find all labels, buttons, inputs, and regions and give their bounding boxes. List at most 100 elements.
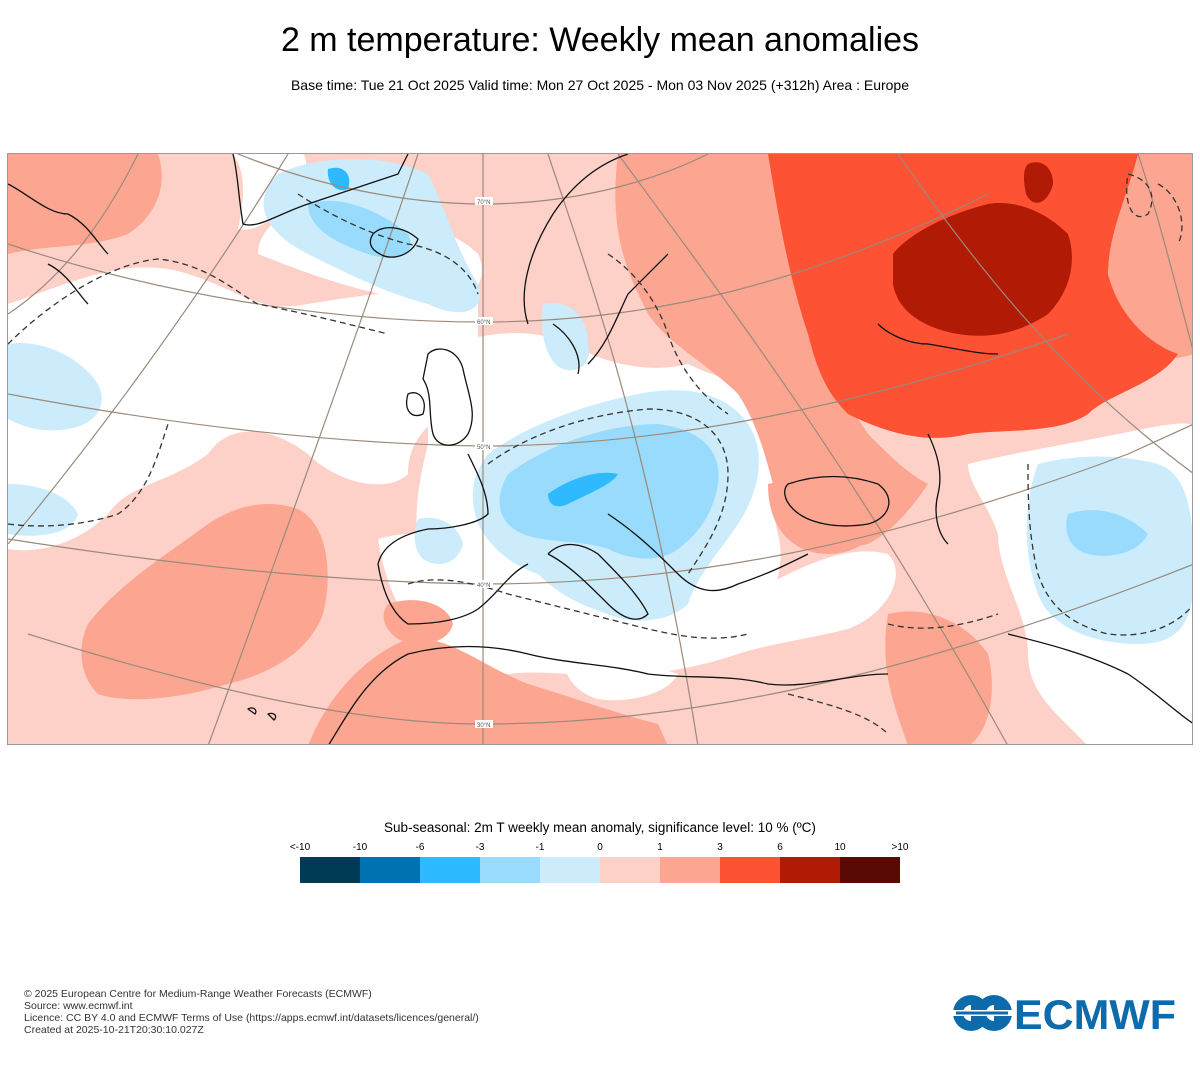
- chart-title: 2 m temperature: Weekly mean anomalies: [280, 21, 920, 59]
- signif-mediterranean: [407, 579, 749, 639]
- coastlines: [8, 154, 1192, 744]
- legend-swatch: [600, 857, 660, 883]
- legend-label: -1: [535, 842, 545, 853]
- coast-caspian: [927, 433, 949, 545]
- signif-caspian: [1027, 463, 1192, 636]
- colder-caspian: [1066, 510, 1148, 556]
- legend-colorbar: [300, 857, 900, 883]
- signif-central-europe: [487, 408, 729, 575]
- signif-east-edge: [1126, 173, 1183, 245]
- legend-label: >10: [891, 842, 909, 853]
- legend-label: 10: [834, 842, 846, 853]
- hottest-north: [1023, 162, 1053, 203]
- coast-scandinavia: [523, 154, 669, 375]
- parallel-30n: [27, 564, 1192, 725]
- map-canvas: 70°N 60°N 50°N 40°N 30°N: [8, 154, 1192, 744]
- coast-north-africa: [328, 645, 889, 744]
- legend-swatch: [720, 857, 780, 883]
- credit-created: Created at 2025-10-21T20:30:10.027Z: [24, 1024, 204, 1036]
- coast-labrador: [8, 183, 109, 305]
- hottest-volga: [893, 203, 1072, 336]
- meridian-60e: [897, 154, 1192, 474]
- legend-label: 1: [657, 842, 663, 853]
- legend-label: 0: [597, 842, 603, 853]
- parallel-40n: [8, 424, 1192, 585]
- credit-licence: Licence: CC BY 4.0 and ECMWF Terms of Us…: [24, 1012, 479, 1024]
- neutral-mediterranean: [378, 533, 896, 676]
- legend-label: -6: [415, 842, 425, 853]
- legend-label: -10: [352, 842, 368, 853]
- meridian-20w: [208, 154, 419, 744]
- warm-east-edge: [1106, 154, 1192, 358]
- warm-atlantic-subtropical: [81, 504, 328, 700]
- legend-swatch: [300, 857, 360, 883]
- coast-italy: [547, 543, 649, 620]
- coast-iceland: [369, 227, 419, 258]
- signif-atlantic-sw: [8, 423, 169, 527]
- colder-central-europe: [499, 424, 719, 559]
- lat-label-30n: 30°N: [477, 723, 490, 729]
- legend-swatch: [660, 857, 720, 883]
- region-6-10: [893, 162, 1072, 336]
- credits: © 2025 European Centre for Medium-Range …: [24, 988, 479, 1036]
- region-1-3: [8, 154, 1192, 744]
- legend-labels: <-10 -10 -6 -3 -1 0 1 3 6 10 >10: [270, 842, 930, 854]
- parallel-50n: [8, 333, 1069, 447]
- anomaly-map: 70°N 60°N 50°N 40°N 30°N: [7, 153, 1193, 745]
- coldest-alps: [548, 472, 618, 507]
- latitude-labels: 70°N 60°N 50°N 40°N 30°N: [475, 197, 493, 729]
- significance-contours: [8, 173, 1192, 735]
- warm-north-africa: [308, 638, 668, 744]
- lat-label-50n: 50°N: [477, 445, 490, 451]
- coast-britain: [406, 348, 473, 446]
- lat-label-60n: 60°N: [477, 320, 490, 326]
- legend-swatch: [360, 857, 420, 883]
- legend-swatch: [540, 857, 600, 883]
- coast-france-iberia: [377, 453, 529, 625]
- meridian-60w: [8, 154, 139, 315]
- signif-middle-east: [787, 613, 999, 735]
- legend-label: -3: [475, 842, 485, 853]
- meridian-40w: [8, 154, 289, 545]
- credit-copyright: © 2025 European Centre for Medium-Range …: [24, 988, 372, 1000]
- legend-swatch: [840, 857, 900, 883]
- credit-source: Source: www.ecmwf.int: [24, 1000, 133, 1012]
- legend-swatch: [780, 857, 840, 883]
- warm-turkey: [768, 480, 880, 554]
- coast-balkans-greece: [607, 513, 809, 592]
- lat-label-40n: 40°N: [477, 583, 490, 589]
- legend-label: 6: [777, 842, 783, 853]
- warm-labrador: [8, 154, 162, 254]
- ecmwf-logo-graphic: ECMWF: [952, 991, 1176, 1038]
- lat-label-bg-60: [475, 317, 493, 325]
- coast-persian-gulf: [1007, 633, 1192, 724]
- neutral-north-africa: [565, 654, 678, 701]
- signif-north-atlantic: [8, 258, 389, 345]
- meridian-80e: [1137, 154, 1192, 349]
- legend-swatch: [420, 857, 480, 883]
- lat-label-70n: 70°N: [477, 200, 490, 206]
- signif-iceland: [297, 193, 479, 295]
- lat-label-bg-50: [475, 442, 493, 450]
- lat-label-bg-30: [475, 720, 493, 728]
- coast-white-sea: [877, 323, 999, 355]
- warm-west-russia: [615, 154, 928, 547]
- signif-finland: [607, 253, 729, 415]
- graticule: [8, 154, 1192, 744]
- ecmwf-logo-text: ECMWF: [1014, 992, 1176, 1034]
- coast-black-sea: [784, 475, 890, 527]
- lat-label-bg-40: [475, 580, 493, 588]
- ecmwf-logo-mark: [952, 995, 1012, 1031]
- coast-canaries: [247, 707, 277, 721]
- cold-atlantic-west: [8, 343, 102, 431]
- warm-iberia-south: [383, 600, 453, 644]
- legend-label: <-10: [289, 842, 311, 853]
- meridian-20e: [547, 154, 699, 744]
- ecmwf-logo: ECMWF: [952, 991, 1178, 1038]
- legend-label: 3: [717, 842, 723, 853]
- legend-swatch: [480, 857, 540, 883]
- legend-title: Sub-seasonal: 2m T weekly mean anomaly, …: [384, 820, 816, 835]
- meridian-40e: [617, 154, 1008, 744]
- coast-greenland: [232, 154, 409, 226]
- chart-subtitle: Base time: Tue 21 Oct 2025 Valid time: M…: [290, 77, 910, 93]
